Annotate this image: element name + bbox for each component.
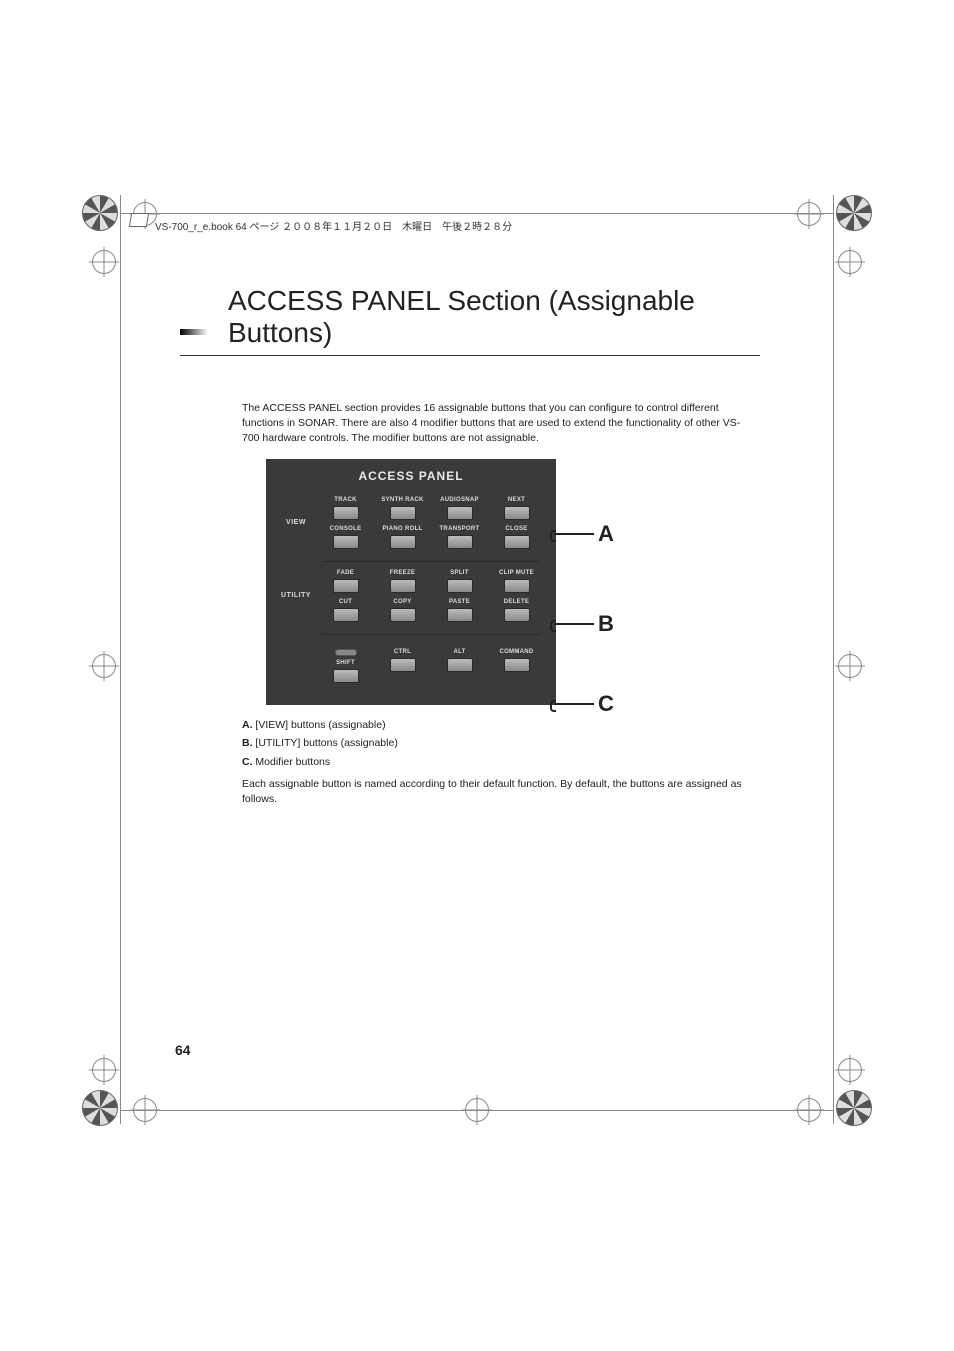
corner-disc [836,1090,872,1126]
button-cap [447,608,473,622]
modifier-grid: SHIFT CTRL ALT COMMAND [316,639,546,687]
button-cap [504,608,530,622]
callout-line [554,533,594,535]
page-title: ACCESS PANEL Section (Assignable Buttons… [228,285,760,349]
indicator [335,649,357,656]
legend-b: B. [UTILITY] buttons (assignable) [242,735,760,752]
callout-b-label: B [598,611,614,637]
btn-split: SPLIT [436,570,483,593]
btn-audiosnap: AUDIOSNAP [436,497,483,520]
button-cap [390,579,416,593]
utility-section: UTILITY FADE FREEZE SPLIT CLIP MUTE CUT … [276,562,546,630]
access-panel: ACCESS PANEL VIEW TRACK SYNTH RACK AUDIO… [266,459,556,705]
crop-line [833,195,834,1124]
callout-c: C [554,691,614,717]
button-cap [504,658,530,672]
utility-grid: FADE FREEZE SPLIT CLIP MUTE CUT COPY PAS… [316,566,546,626]
crop-mark [838,654,862,678]
crop-line [120,1110,834,1111]
btn-clip-mute: CLIP MUTE [493,570,540,593]
header-meta: VS-700_r_e.book 64 ページ ２００８年１１月２０日 木曜日 午… [155,218,512,233]
page-number: 64 [175,1042,191,1058]
corner-disc [82,195,118,231]
btn-delete: DELETE [493,599,540,622]
button-cap [504,535,530,549]
btn-next: NEXT [493,497,540,520]
crop-mark [92,654,116,678]
legend-c: C. Modifier buttons [242,754,760,771]
btn-shift: SHIFT [322,643,369,683]
section-label-view: VIEW [276,519,316,526]
intro-paragraph: The ACCESS PANEL section provides 16 ass… [242,401,752,447]
corner-disc [836,195,872,231]
btn-copy: COPY [379,599,426,622]
button-cap [333,535,359,549]
page-content: ACCESS PANEL Section (Assignable Buttons… [180,285,760,807]
btn-synth-rack: SYNTH RACK [379,497,426,520]
button-cap [390,608,416,622]
button-cap [447,579,473,593]
section-label-utility: UTILITY [276,592,316,599]
view-grid: TRACK SYNTH RACK AUDIOSNAP NEXT CONSOLE … [316,493,546,553]
btn-cut: CUT [322,599,369,622]
crop-mark [838,1058,862,1082]
button-cap [390,658,416,672]
book-icon [129,213,149,227]
button-cap [333,506,359,520]
modifier-section: SHIFT CTRL ALT COMMAND [276,635,546,691]
btn-freeze: FREEZE [379,570,426,593]
callout-b: B [554,611,614,637]
view-section: VIEW TRACK SYNTH RACK AUDIOSNAP NEXT CON… [276,489,546,557]
button-cap [447,535,473,549]
panel-figure: ACCESS PANEL VIEW TRACK SYNTH RACK AUDIO… [266,459,686,705]
button-cap [333,579,359,593]
crop-line [120,213,834,214]
button-cap [390,535,416,549]
crop-mark [797,202,821,226]
crop-mark [92,1058,116,1082]
callout-line [554,623,594,625]
corner-disc [82,1090,118,1126]
title-rule [180,355,760,356]
crop-line [120,195,121,1124]
callout-line [554,703,594,705]
callout-a-label: A [598,521,614,547]
gradient-bar [180,329,208,335]
btn-paste: PASTE [436,599,483,622]
btn-alt: ALT [436,643,483,683]
btn-close: CLOSE [493,526,540,549]
btn-ctrl: CTRL [379,643,426,683]
button-cap [390,506,416,520]
crop-mark [838,250,862,274]
button-cap [333,608,359,622]
btn-fade: FADE [322,570,369,593]
crop-mark [92,250,116,274]
callout-c-label: C [598,691,614,717]
closing-paragraph: Each assignable button is named accordin… [242,777,772,807]
button-cap [333,669,359,683]
btn-command: COMMAND [493,643,540,683]
button-cap [504,579,530,593]
legend-a: A. [VIEW] buttons (assignable) [242,717,760,734]
button-cap [504,506,530,520]
legend: A. [VIEW] buttons (assignable) B. [UTILI… [242,717,760,771]
button-cap [447,506,473,520]
btn-transport: TRANSPORT [436,526,483,549]
callout-a: A [554,521,614,547]
btn-track: TRACK [322,497,369,520]
btn-console: CONSOLE [322,526,369,549]
btn-piano-roll: PIANO ROLL [379,526,426,549]
panel-title: ACCESS PANEL [276,465,546,489]
button-cap [447,658,473,672]
